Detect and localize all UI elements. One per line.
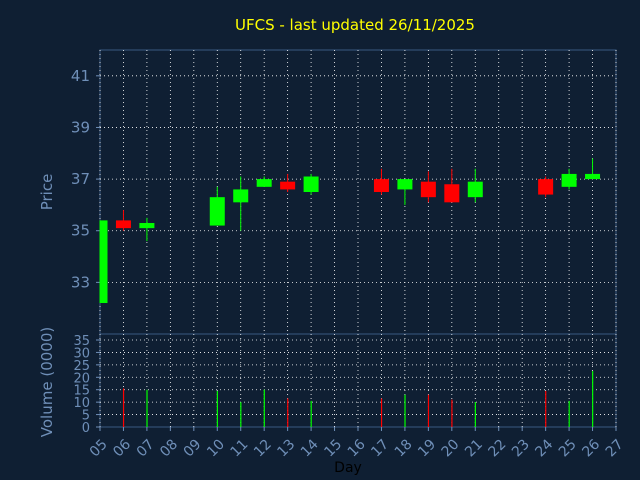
volume-tick-label: 15 [73, 384, 90, 399]
candle-body [139, 222, 155, 229]
candle-body [303, 176, 319, 192]
candle-body [467, 181, 483, 198]
candle-body [209, 197, 225, 226]
volume-tick-label: 10 [73, 396, 90, 411]
price-panel: 33 35 37 39 41 [71, 49, 617, 335]
x-tick-label: 19 [415, 436, 439, 460]
volume-bar [216, 390, 218, 427]
x-tick-label: 14 [298, 436, 322, 460]
x-tick-label: 11 [228, 436, 252, 460]
candle-body [561, 173, 577, 187]
x-tick-label: 08 [157, 436, 181, 460]
x-tick-label: 24 [532, 436, 556, 460]
volume-bar [568, 400, 570, 427]
candle-body [397, 179, 413, 190]
x-tick-label: 10 [204, 436, 228, 460]
volume-tick-label: 30 [73, 346, 90, 361]
candle-body [585, 173, 601, 180]
volume-bar [427, 394, 430, 427]
candle-body [280, 181, 296, 190]
price-tick-label: 39 [71, 118, 90, 136]
volume-bar [263, 389, 265, 427]
x-tick-label: 07 [134, 436, 158, 460]
volume-bar [592, 371, 594, 427]
x-tick-label: 18 [392, 436, 416, 460]
x-tick-label: 16 [345, 436, 369, 460]
y-axis-label: Price [38, 174, 56, 211]
x-tick-label: 06 [110, 436, 134, 460]
volume-tick-label: 0 [82, 421, 90, 436]
x-tick-label: 23 [509, 436, 533, 460]
volume-bar [240, 402, 242, 427]
x-axis-label: Day [334, 460, 362, 476]
candle-body [373, 179, 389, 192]
candle-body [444, 184, 460, 203]
x-tick-label: 20 [439, 436, 463, 460]
x-tick-label: 13 [274, 436, 298, 460]
price-tick-label: 41 [71, 67, 90, 85]
candle-body [256, 179, 272, 187]
candle-body [233, 189, 249, 203]
price-tick-label: 37 [71, 170, 90, 188]
x-tick-label: 21 [462, 436, 486, 460]
price-tick-label: 35 [71, 222, 90, 240]
price-tick-label: 33 [71, 273, 90, 291]
candle-body [538, 179, 554, 195]
volume-bar [122, 388, 125, 427]
volume-tick-label: 35 [73, 334, 90, 349]
volume-tick-label: 5 [82, 409, 90, 424]
x-tick-label: 22 [486, 436, 510, 460]
x-tick-label: 15 [321, 436, 345, 460]
candle-body [115, 220, 131, 229]
x-tick-label: 26 [579, 436, 603, 460]
volume-bar [287, 398, 289, 427]
volume-bar [545, 390, 547, 427]
volume-tick-label: 25 [73, 359, 90, 374]
x-axis: 05 06 07 08 09 10 11 12 13 14 15 16 17 18 19 20 21 22 23 24… [87, 427, 627, 460]
x-tick-label: 05 [87, 436, 111, 460]
x-tick-label: 27 [603, 436, 627, 460]
x-tick-label: 12 [251, 436, 275, 460]
volume-bar [404, 394, 406, 427]
volume-tick-label: 20 [73, 371, 90, 386]
volume-bar [451, 399, 453, 427]
volume-bar [474, 402, 476, 427]
x-tick-label: 09 [181, 436, 205, 460]
volume-axis-label: Volume (0000) [38, 327, 56, 437]
volume-frame [99, 333, 617, 428]
candle-body [100, 220, 108, 304]
candle-body [420, 181, 436, 198]
chart-title: UFCS - last updated 26/11/2025 [235, 16, 475, 34]
volume-bar [380, 398, 383, 427]
x-tick-label: 25 [556, 436, 580, 460]
volume-bar [146, 389, 148, 427]
volume-bar [310, 400, 312, 427]
x-tick-label: 17 [368, 436, 392, 460]
